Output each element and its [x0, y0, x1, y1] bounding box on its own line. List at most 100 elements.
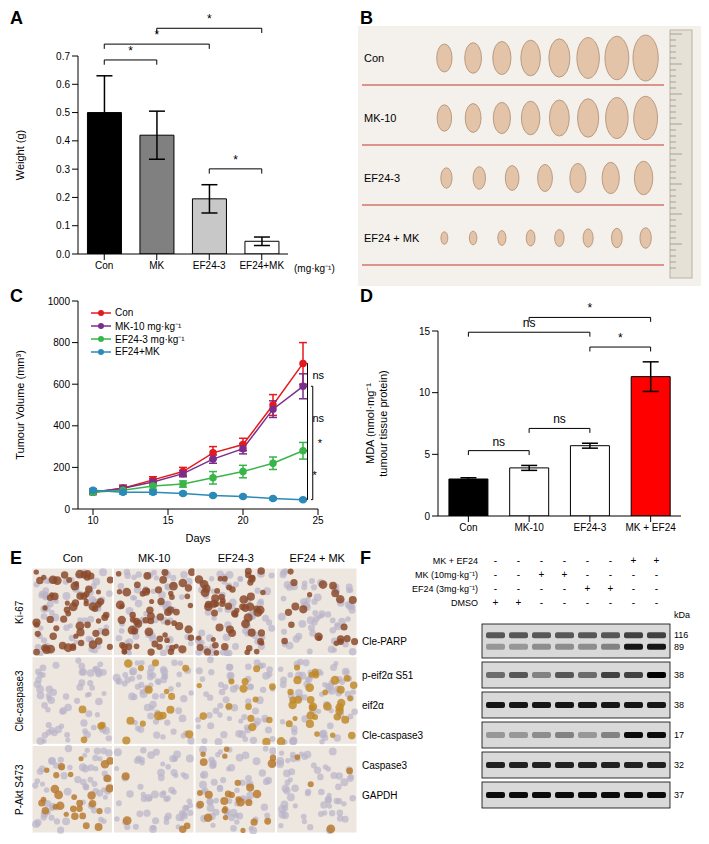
svg-text:-: - — [632, 597, 635, 608]
svg-text:0.4: 0.4 — [56, 135, 70, 146]
svg-text:MK: MK — [149, 260, 164, 271]
svg-text:EF24 (3mg·kg⁻¹): EF24 (3mg·kg⁻¹) — [412, 584, 478, 594]
svg-text:-: - — [563, 597, 566, 608]
svg-text:+: + — [654, 555, 660, 566]
svg-text:-: - — [655, 597, 658, 608]
svg-text:MK + EF24: MK + EF24 — [625, 522, 676, 533]
svg-text:Con: Con — [95, 260, 113, 271]
svg-text:-: - — [494, 583, 497, 594]
svg-text:ns: ns — [553, 412, 566, 426]
svg-text:MDA (nmol·mg⁻¹tumour tissue pr: MDA (nmol·mg⁻¹tumour tissue protein) — [364, 370, 389, 476]
svg-text:MK (10mg·kg⁻¹): MK (10mg·kg⁻¹) — [415, 570, 478, 580]
svg-text:10: 10 — [87, 515, 99, 526]
svg-text:-: - — [609, 597, 612, 608]
svg-text:0.6: 0.6 — [56, 79, 70, 90]
svg-text:-: - — [563, 555, 566, 566]
svg-text:EF24 + MK: EF24 + MK — [290, 552, 346, 564]
svg-text:+: + — [631, 555, 637, 566]
svg-text:5: 5 — [424, 449, 430, 460]
svg-text:*: * — [128, 44, 133, 58]
svg-text:0.1: 0.1 — [56, 220, 70, 231]
svg-text:EF24+MK: EF24+MK — [239, 260, 284, 271]
svg-text:-: - — [586, 597, 589, 608]
svg-text:*: * — [588, 301, 593, 315]
svg-text:+: + — [562, 569, 568, 580]
svg-text:*: * — [233, 153, 238, 167]
svg-text:15: 15 — [162, 515, 174, 526]
svg-text:EF24-3: EF24-3 — [218, 552, 254, 564]
svg-text:-: - — [494, 569, 497, 580]
svg-text:-: - — [655, 569, 658, 580]
svg-text:-: - — [540, 583, 543, 594]
svg-text:200: 200 — [53, 462, 70, 473]
svg-text:Cle-caspase3: Cle-caspase3 — [14, 670, 25, 732]
svg-text:EF24-3: EF24-3 — [573, 522, 606, 533]
svg-text:1000: 1000 — [48, 296, 71, 307]
svg-text:Caspase3: Caspase3 — [362, 760, 407, 771]
svg-text:kDa: kDa — [674, 610, 690, 620]
svg-text:600: 600 — [53, 379, 70, 390]
svg-text:-: - — [655, 583, 658, 594]
svg-text:Cle-PARP: Cle-PARP — [362, 636, 407, 647]
svg-text:MK-10: MK-10 — [364, 112, 396, 124]
svg-text:-: - — [609, 555, 612, 566]
svg-text:400: 400 — [53, 420, 70, 431]
svg-text:GAPDH: GAPDH — [362, 790, 398, 801]
svg-text:15: 15 — [419, 326, 431, 337]
svg-text:ns: ns — [313, 412, 325, 424]
svg-text:-: - — [540, 555, 543, 566]
svg-text:0: 0 — [64, 504, 70, 515]
svg-text:0.2: 0.2 — [56, 192, 70, 203]
svg-text:Days: Days — [185, 532, 211, 544]
svg-text:-: - — [609, 569, 612, 580]
svg-text:0.0: 0.0 — [56, 249, 70, 260]
svg-text:0.7: 0.7 — [56, 51, 70, 62]
svg-text:Cle-caspase3: Cle-caspase3 — [362, 730, 424, 741]
svg-text:-: - — [586, 555, 589, 566]
svg-text:+: + — [493, 597, 499, 608]
svg-text:*: * — [313, 469, 318, 481]
svg-text:MK-10: MK-10 — [138, 552, 170, 564]
svg-text:EF24-3: EF24-3 — [193, 260, 226, 271]
svg-text:-: - — [517, 583, 520, 594]
svg-text:17: 17 — [674, 730, 684, 740]
svg-text:+: + — [516, 597, 522, 608]
svg-text:ns: ns — [523, 316, 536, 330]
svg-text:+: + — [539, 569, 545, 580]
svg-text:(mg·kg⁻¹): (mg·kg⁻¹) — [294, 263, 335, 274]
svg-text:-: - — [586, 569, 589, 580]
svg-text:MK-10: MK-10 — [514, 522, 544, 533]
svg-text:*: * — [154, 28, 159, 42]
svg-text:-: - — [517, 555, 520, 566]
svg-text:Con: Con — [459, 522, 477, 533]
svg-text:-: - — [517, 569, 520, 580]
svg-text:25: 25 — [312, 515, 324, 526]
svg-text:800: 800 — [53, 337, 70, 348]
svg-text:0: 0 — [424, 511, 430, 522]
svg-text:20: 20 — [237, 515, 249, 526]
svg-text:38: 38 — [674, 670, 684, 680]
svg-text:p-eif2α S51: p-eif2α S51 — [362, 670, 414, 681]
svg-text:*: * — [207, 12, 212, 26]
svg-text:0.5: 0.5 — [56, 107, 70, 118]
svg-text:DMSO: DMSO — [451, 598, 478, 608]
svg-text:P-Akt S473: P-Akt S473 — [14, 764, 25, 815]
svg-text:-: - — [494, 555, 497, 566]
svg-text:+: + — [608, 583, 614, 594]
svg-text:+: + — [585, 583, 591, 594]
svg-text:Tumour Volume (mm³): Tumour Volume (mm³) — [14, 350, 26, 460]
svg-text:38: 38 — [674, 700, 684, 710]
svg-text:ns: ns — [313, 369, 325, 381]
svg-text:*: * — [318, 437, 323, 449]
svg-text:-: - — [632, 569, 635, 580]
svg-text:ns: ns — [492, 435, 505, 449]
svg-text:-: - — [632, 583, 635, 594]
svg-text:eif2α: eif2α — [362, 700, 384, 711]
svg-text:89: 89 — [674, 642, 684, 652]
svg-text:10: 10 — [419, 387, 431, 398]
svg-text:*: * — [618, 331, 623, 345]
svg-text:37: 37 — [674, 790, 684, 800]
svg-text:Ki-67: Ki-67 — [14, 600, 25, 624]
svg-text:Con: Con — [364, 52, 384, 64]
svg-text:-: - — [563, 583, 566, 594]
